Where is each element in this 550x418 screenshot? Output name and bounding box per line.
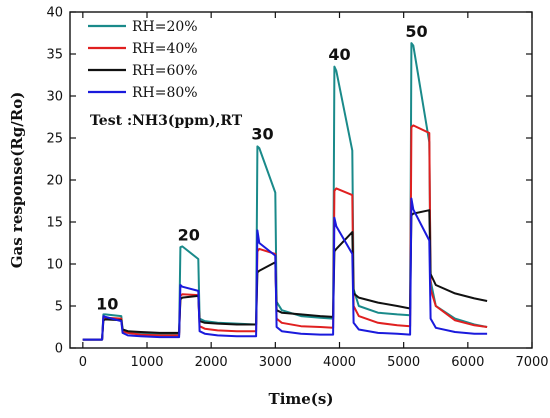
x-tick-label: 3000 — [259, 355, 292, 370]
x-tick-label: 0 — [79, 355, 87, 370]
y-tick-label: 40 — [46, 6, 63, 21]
concentration-label: 40 — [328, 45, 350, 64]
legend-label-1: RH=20% — [132, 19, 198, 35]
y-tick-label: 35 — [46, 48, 63, 63]
x-tick-label: 7000 — [515, 355, 548, 370]
y-tick-label: 15 — [46, 216, 63, 231]
plot-area: 10 20 30 40 50 — [82, 22, 488, 341]
legend-label-2: RH=40% — [132, 41, 198, 57]
y-tick-label: 5 — [55, 300, 63, 315]
axes: 0 1000 2000 3000 4000 5000 6000 7000 0 5 10 15 20 25 3… — [46, 6, 548, 371]
x-tick-label: 5000 — [387, 355, 420, 370]
x-tick-label: 1000 — [130, 355, 163, 370]
x-axis-title: Time(s) — [269, 390, 334, 408]
x-tick-label: 4000 — [323, 355, 356, 370]
y-tick-label: 0 — [55, 342, 63, 357]
concentration-label: 10 — [96, 294, 118, 313]
y-tick-label: 25 — [46, 132, 63, 147]
y-tick-label: 20 — [46, 174, 63, 189]
concentration-label: 50 — [405, 22, 427, 41]
legend-label-3: RH=60% — [132, 63, 198, 79]
legend: RH=20% RH=40% RH=60% RH=80% — [88, 19, 198, 101]
x-tick-label: 6000 — [451, 355, 484, 370]
series-line-4 — [82, 197, 488, 341]
legend-label-4: RH=80% — [132, 85, 198, 101]
series-line-3 — [82, 209, 488, 341]
y-tick-label: 30 — [46, 90, 63, 105]
y-axis-title: Gas response(Rg/Ro) — [8, 92, 26, 269]
concentration-label: 20 — [178, 225, 200, 244]
series-line-2 — [82, 124, 488, 341]
x-tick-label: 2000 — [195, 355, 228, 370]
test-conditions-note: Test :NH3(ppm),RT — [90, 113, 243, 129]
concentration-label: 30 — [251, 125, 273, 144]
y-tick-label: 10 — [46, 258, 63, 273]
